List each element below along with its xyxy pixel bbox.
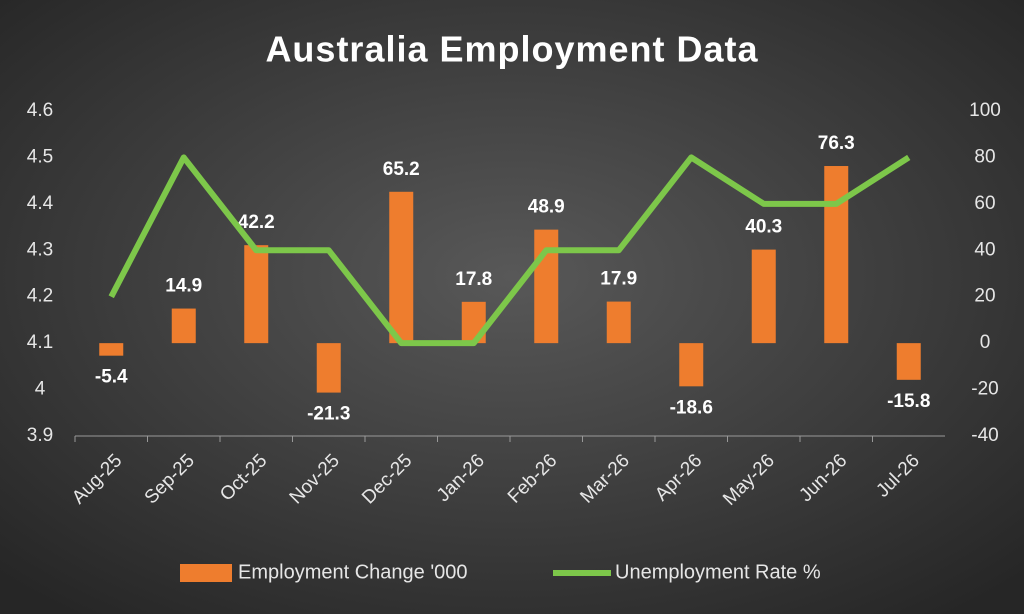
bar: [606, 301, 631, 344]
y2-tick-label: -40: [971, 425, 998, 446]
chart-title: Australia Employment Data: [265, 29, 758, 70]
y2-tick-label: 40: [974, 239, 995, 260]
data-label: 48.9: [528, 197, 565, 218]
y-tick-label: 4.6: [27, 100, 53, 121]
data-label: 17.8: [455, 269, 492, 290]
bar: [824, 166, 849, 344]
line: [108, 154, 911, 347]
data-label: -21.3: [307, 404, 350, 425]
y-tick-label: 4.5: [27, 146, 53, 167]
bar: [534, 229, 559, 344]
y2-tick-label: 100: [969, 100, 1001, 121]
bar: [679, 343, 704, 387]
y-tick-label: 4.2: [27, 286, 53, 307]
data-label: 40.3: [745, 217, 782, 238]
data-label: -5.4: [95, 367, 128, 388]
y2-tick-label: 80: [974, 146, 995, 167]
legend-swatch: [180, 564, 232, 582]
data-label: -15.8: [887, 391, 930, 412]
y2-tick-label: -20: [971, 379, 998, 400]
y-tick-label: 4.1: [27, 332, 53, 353]
bar: [389, 191, 414, 344]
y2-tick-label: 0: [980, 332, 991, 353]
y2-tick-label: 60: [974, 193, 995, 214]
data-label: 17.9: [600, 269, 637, 290]
y-tick-label: 4: [35, 379, 46, 400]
y2-tick-label: 20: [974, 286, 995, 307]
legend-label: Unemployment Rate %: [615, 561, 821, 583]
data-label: 76.3: [818, 133, 855, 154]
data-label: 14.9: [165, 276, 202, 297]
y-tick-label: 4.3: [27, 239, 53, 260]
bar: [316, 343, 341, 393]
data-label: 65.2: [383, 159, 420, 180]
bar: [244, 245, 269, 344]
data-label: 42.2: [238, 212, 275, 233]
y-tick-label: 4.4: [27, 193, 54, 214]
y-tick-label: 3.9: [27, 425, 53, 446]
data-label: -18.6: [670, 397, 713, 418]
bar: [751, 249, 776, 344]
bar: [171, 308, 196, 344]
legend-label: Employment Change '000: [238, 561, 468, 583]
bar: [99, 343, 124, 356]
bar: [896, 343, 921, 380]
